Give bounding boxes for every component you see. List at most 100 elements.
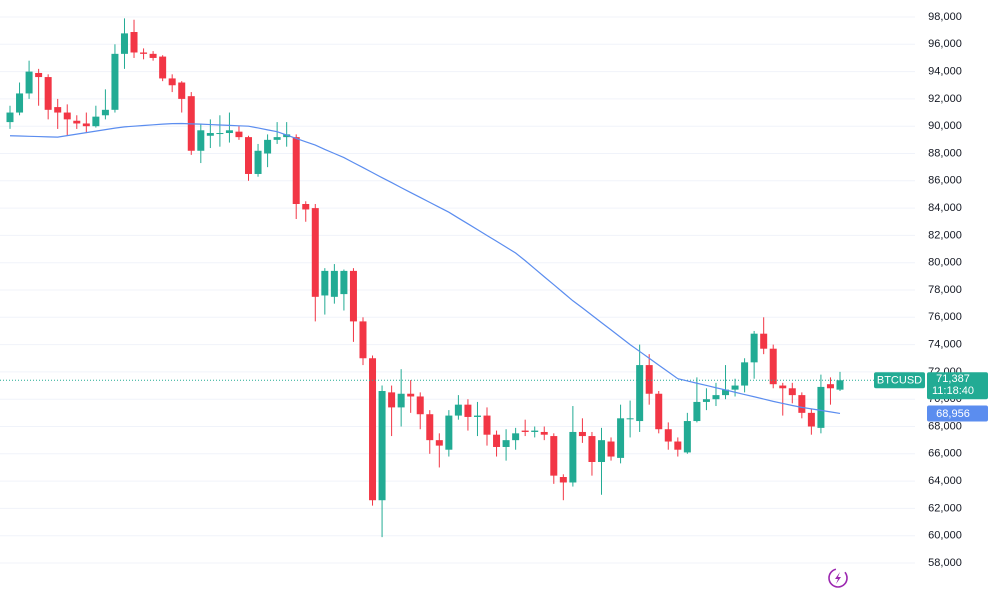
candle-body xyxy=(178,82,186,99)
y-tick-label: 80,000 xyxy=(928,257,962,269)
candle-body xyxy=(454,404,462,416)
candle-body xyxy=(63,112,71,120)
candle-body xyxy=(750,333,758,363)
candle-body xyxy=(349,270,357,322)
candle-body xyxy=(769,348,777,385)
candle-body xyxy=(588,436,596,462)
candle-body xyxy=(302,204,310,210)
candle-body xyxy=(741,362,749,386)
candle-body xyxy=(140,52,148,54)
candle-body xyxy=(521,430,529,432)
y-tick-label: 64,000 xyxy=(928,475,962,487)
candle-body xyxy=(101,109,109,116)
candle-body xyxy=(397,393,405,408)
y-tick-label: 84,000 xyxy=(928,202,962,214)
candle-body xyxy=(702,399,710,402)
candle-body xyxy=(540,431,548,435)
candle-body xyxy=(311,208,319,297)
candle-body xyxy=(655,393,663,430)
candle-body xyxy=(693,401,701,422)
y-tick-label: 68,000 xyxy=(928,420,962,432)
moving-average-line xyxy=(9,122,841,415)
candle-body xyxy=(435,440,443,446)
candle-body xyxy=(82,123,90,127)
candle-body xyxy=(225,130,233,134)
candle-body xyxy=(359,321,367,359)
y-tick-label: 96,000 xyxy=(928,38,962,50)
candle-body xyxy=(731,385,739,390)
candle-body xyxy=(168,78,176,86)
y-tick-label: 90,000 xyxy=(928,120,962,132)
candle-body xyxy=(826,384,834,389)
candle-body xyxy=(569,431,577,483)
candle-body xyxy=(578,431,586,437)
candle-body xyxy=(779,385,787,389)
logo-icon xyxy=(828,568,848,588)
countdown-label: 11:18:40 xyxy=(932,385,974,397)
candle-body xyxy=(502,440,510,447)
candle-body xyxy=(445,415,453,450)
plot-area xyxy=(0,18,915,538)
symbol-label: BTCUSD xyxy=(877,375,922,387)
ma-badge xyxy=(927,405,988,422)
price-label: 71,387 xyxy=(936,373,970,385)
y-tick-label: 88,000 xyxy=(928,147,962,159)
candle-body xyxy=(235,131,243,138)
candle-body xyxy=(130,32,138,53)
candle-body xyxy=(674,441,682,450)
y-tick-label: 62,000 xyxy=(928,502,962,514)
candle-body xyxy=(760,333,768,349)
candle-body xyxy=(92,116,100,127)
candle-body xyxy=(597,440,605,462)
candle-body xyxy=(197,130,205,151)
candle-body xyxy=(321,270,329,296)
candle-body xyxy=(712,395,720,400)
candle-body xyxy=(340,270,348,295)
candle-body xyxy=(473,415,481,417)
candle-body xyxy=(617,418,625,458)
y-tick-label: 74,000 xyxy=(928,339,962,351)
candle-body xyxy=(531,430,539,432)
candle-body xyxy=(25,71,33,94)
candle-body xyxy=(6,112,14,123)
y-tick-label: 78,000 xyxy=(928,284,962,296)
candle-body xyxy=(607,441,615,457)
candle-body xyxy=(206,133,214,136)
candle-body xyxy=(54,107,62,113)
candle-body xyxy=(426,414,434,441)
price-axis: 58,00060,00062,00064,00066,00068,00070,0… xyxy=(928,11,962,569)
candle-body xyxy=(159,56,167,79)
y-tick-label: 66,000 xyxy=(928,448,962,460)
candle-body xyxy=(283,134,291,138)
ma-label: 68,956 xyxy=(936,408,970,420)
candle-body xyxy=(664,429,672,442)
grid xyxy=(0,16,915,564)
candle-body xyxy=(559,477,567,483)
y-tick-label: 60,000 xyxy=(928,530,962,542)
candle-body xyxy=(378,391,386,501)
candle-body xyxy=(264,139,272,154)
candle-body xyxy=(483,415,491,435)
candle-body xyxy=(464,404,472,417)
candle-body xyxy=(512,433,520,441)
price-badge xyxy=(927,372,988,400)
y-tick-label: 82,000 xyxy=(928,229,962,241)
candle-body xyxy=(149,53,157,58)
symbol-badge xyxy=(874,372,925,389)
candle-body xyxy=(330,270,338,297)
candle-body xyxy=(798,395,806,413)
candle-body xyxy=(369,358,377,501)
candle-body xyxy=(388,392,396,408)
candle-body xyxy=(245,137,253,174)
candle-body xyxy=(216,133,224,135)
candle-body xyxy=(35,72,43,78)
candle-body xyxy=(73,120,81,124)
y-tick-label: 86,000 xyxy=(928,175,962,187)
candle-body xyxy=(16,93,24,113)
candle-body xyxy=(722,389,730,396)
candle-body xyxy=(807,412,815,427)
